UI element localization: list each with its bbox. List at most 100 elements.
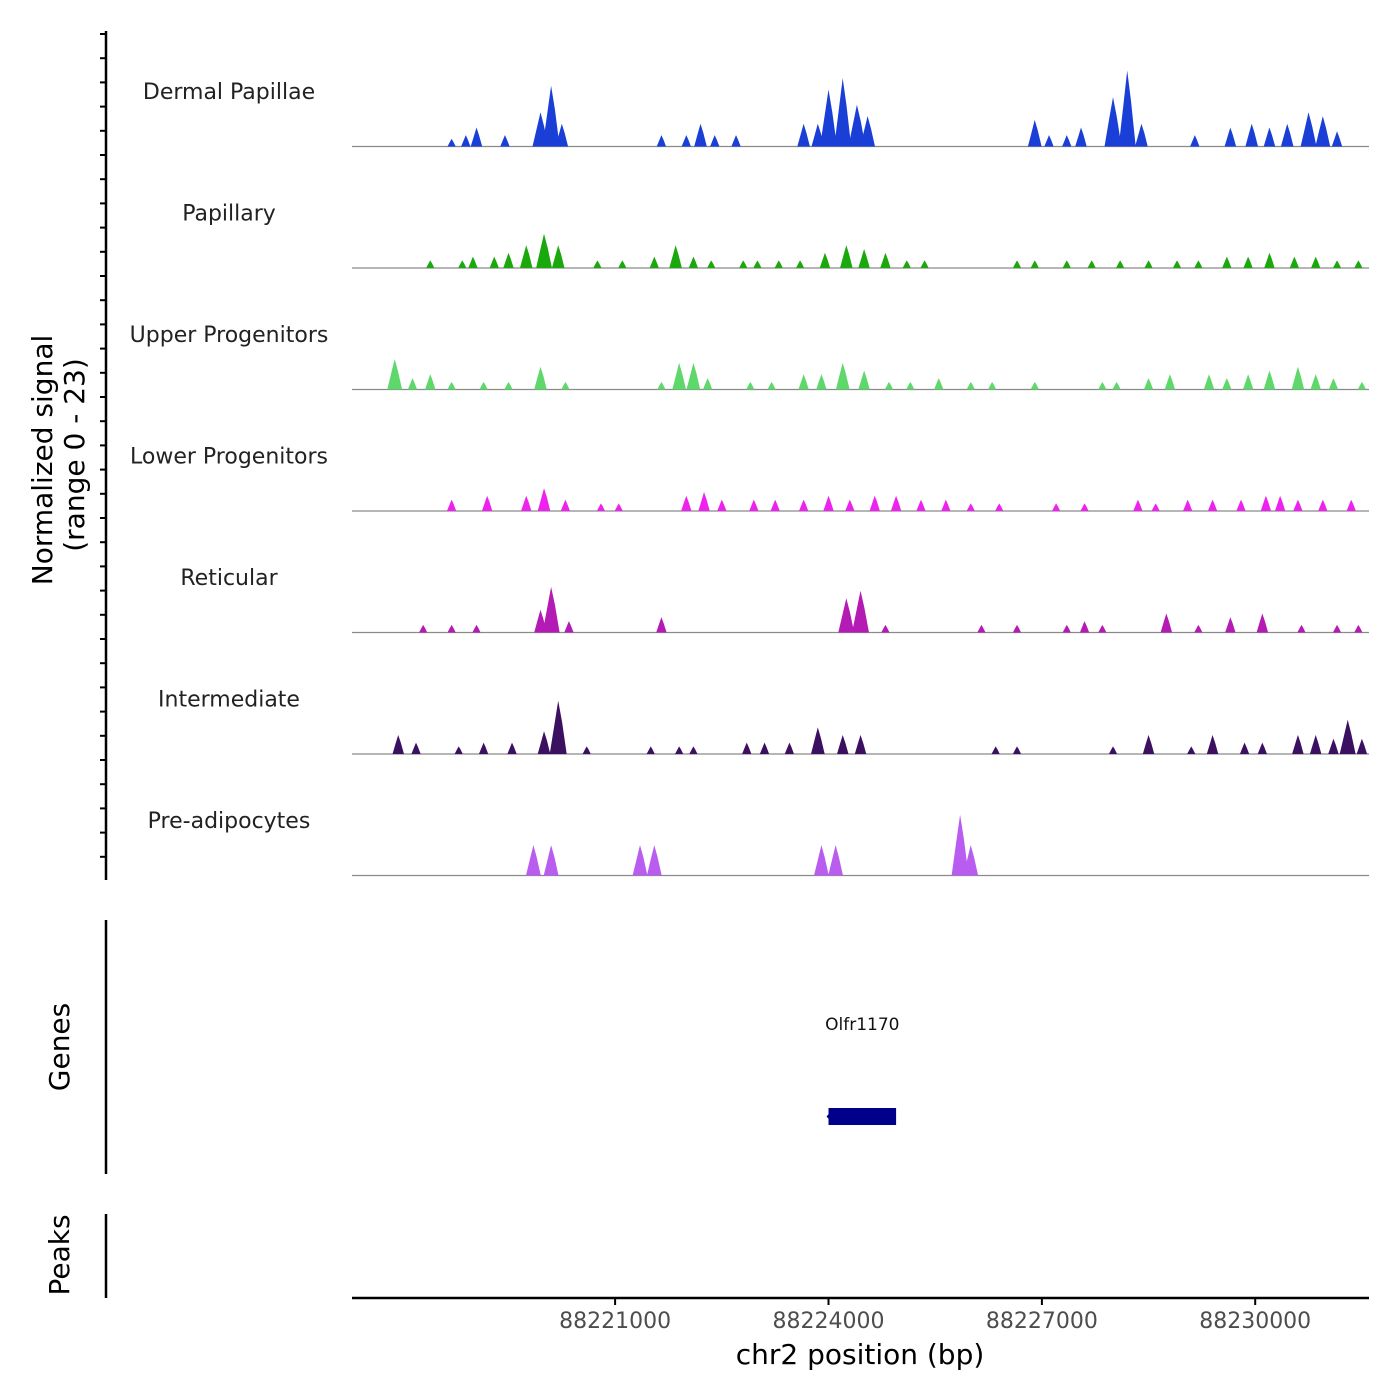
signal-peak	[759, 742, 770, 754]
signal-peak	[688, 256, 698, 268]
signal-peak	[746, 381, 755, 390]
signal-peak	[1062, 260, 1071, 268]
signal-peak	[1143, 378, 1154, 390]
signal-peak	[869, 495, 880, 511]
signal-peak	[798, 374, 809, 390]
signal-peak	[681, 495, 692, 511]
signal-peak	[526, 845, 541, 876]
signal-peak	[991, 746, 1000, 754]
signal-peak	[458, 260, 467, 268]
signal-peak	[1346, 499, 1356, 511]
signal-peak	[1236, 499, 1246, 511]
track-label: Lower Progenitors	[130, 445, 328, 470]
signal-peak	[689, 746, 698, 754]
signal-peak	[1356, 738, 1368, 754]
signal-peak	[1328, 738, 1339, 754]
x-tick-label: 88230000	[1199, 1309, 1311, 1334]
signal-peak	[1062, 135, 1072, 147]
signal-peak	[1242, 374, 1254, 390]
signal-peak	[1194, 260, 1203, 268]
signal-peak	[549, 700, 567, 754]
signal-peak	[1264, 252, 1275, 268]
signal-peak	[582, 746, 591, 754]
signal-peak	[828, 845, 843, 876]
signal-peak	[1172, 260, 1182, 268]
signal-peak	[823, 495, 834, 511]
x-tick-label: 88221000	[559, 1309, 671, 1334]
signal-peak	[470, 127, 483, 147]
signal-peak	[717, 499, 727, 511]
signal-peak	[1027, 119, 1042, 147]
signal-peak	[536, 233, 552, 268]
genes-track: Olfr1170	[825, 1015, 899, 1125]
signal-peak	[707, 260, 716, 268]
signal-peak	[838, 598, 855, 633]
signal-peak	[1354, 260, 1363, 268]
signal-peak	[1203, 374, 1215, 390]
signal-peak	[834, 78, 852, 147]
signal-peak	[1116, 260, 1125, 268]
signal-peak	[916, 499, 926, 511]
signal-peak	[920, 260, 929, 268]
signal-peak	[797, 123, 810, 147]
signal-peak	[519, 245, 533, 268]
signal-peak	[1263, 127, 1276, 147]
signal-peak	[507, 742, 517, 754]
signal-peak	[1225, 617, 1236, 633]
signal-peak	[1164, 374, 1176, 390]
signal-peak	[767, 381, 776, 390]
signal-peak	[1133, 499, 1143, 511]
signal-peak	[951, 814, 969, 876]
signal-peak	[1222, 256, 1232, 268]
signal-peak	[646, 746, 655, 754]
signal-peak	[503, 252, 514, 268]
signal-peak	[542, 85, 560, 147]
signal-peak	[1309, 735, 1322, 754]
signal-peak	[614, 503, 623, 511]
signal-peak	[1080, 503, 1089, 511]
signal-peak	[1183, 499, 1193, 511]
signal-peak	[1318, 499, 1328, 511]
signal-peak	[811, 727, 825, 754]
x-axis-ticks: 88221000 88224000 88227000 88230000	[559, 1298, 1311, 1334]
signal-peak	[1311, 256, 1321, 268]
signal-peak	[454, 746, 463, 754]
signal-peak	[852, 590, 869, 633]
signal-peak	[534, 366, 547, 390]
signal-peak	[1012, 260, 1022, 268]
signal-peak	[1291, 366, 1305, 390]
signal-peak	[447, 138, 456, 147]
signal-peak	[657, 381, 666, 390]
signal-peak	[555, 123, 569, 147]
signal-peak	[618, 260, 627, 268]
track-dermal-papillae: Dermal Papillae	[143, 70, 1369, 148]
signal-peak	[1112, 381, 1121, 390]
signal-peak	[504, 381, 513, 390]
track-label: Reticular	[180, 566, 278, 591]
track-papillary: Papillary	[182, 202, 1369, 269]
signal-peak	[1331, 131, 1343, 147]
signal-peak	[858, 249, 870, 268]
signal-peak	[551, 245, 565, 268]
signal-peak	[819, 252, 831, 268]
signal-peak	[881, 624, 890, 633]
signal-peak	[478, 742, 489, 754]
signal-peak	[1012, 624, 1022, 633]
signal-peak	[656, 617, 667, 633]
signal-peak	[1293, 499, 1303, 511]
x-tick-label: 88224000	[773, 1309, 885, 1334]
signal-peak	[534, 609, 547, 633]
signal-peak	[858, 370, 870, 390]
y-axis-subtitle: (range 0 - 23)	[58, 358, 91, 552]
gene-label: Olfr1170	[825, 1015, 899, 1035]
signal-peak	[1030, 381, 1039, 390]
y-axis-title: Normalized signal	[26, 335, 59, 586]
signal-peak	[820, 89, 837, 147]
signal-peak	[1108, 746, 1118, 754]
signal-peak	[941, 499, 951, 511]
signal-peak	[1354, 624, 1363, 633]
gene-body	[828, 1108, 897, 1125]
signal-peak	[814, 845, 829, 876]
signal-peak	[632, 845, 648, 876]
